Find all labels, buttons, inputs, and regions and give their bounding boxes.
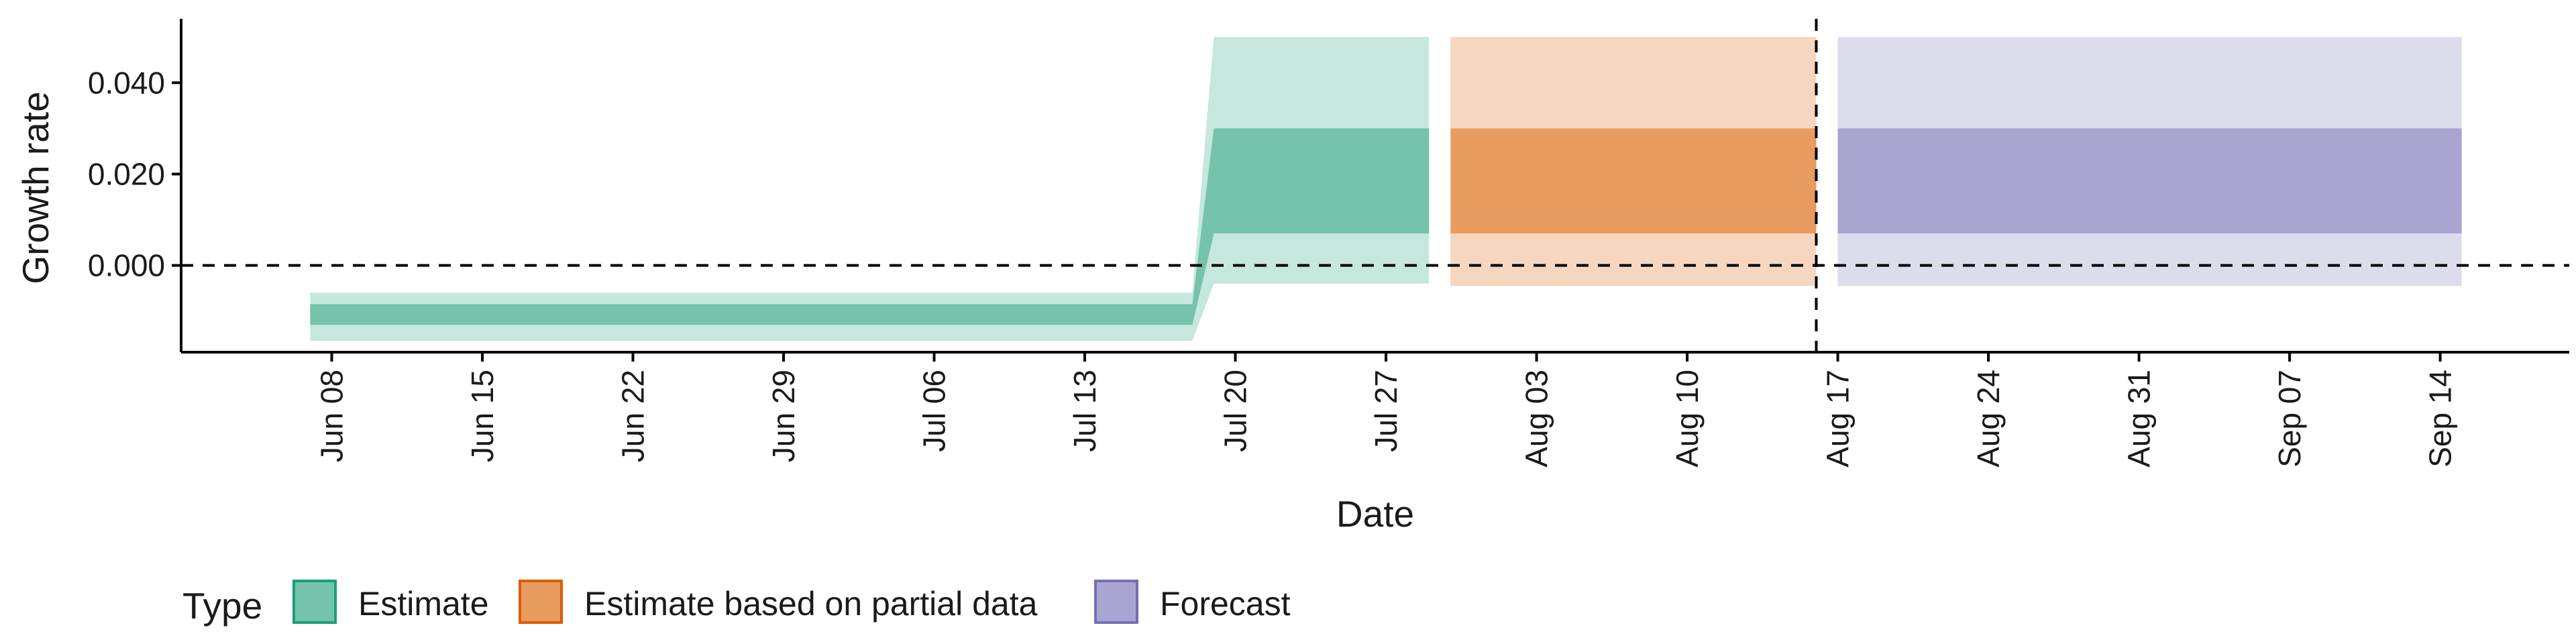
x-tick-label: Aug 10 <box>1670 370 1705 468</box>
x-tick-label: Sep 14 <box>2423 370 2458 468</box>
x-tick-label: Jul 06 <box>917 370 952 452</box>
x-tick-label: Jul 27 <box>1368 370 1403 452</box>
legend: Type Estimate Estimate based on partial d… <box>182 580 1291 627</box>
x-tick-label: Jun 15 <box>465 370 500 462</box>
inner-band-series-3 <box>1837 128 2462 233</box>
axes: 0.000 0.020 0.040 Jun 08 Jun 15 Jun 22 Jun 29 J… <box>88 19 2569 468</box>
legend-swatch <box>1094 580 1138 624</box>
legend-title: Type <box>182 585 262 627</box>
legend-swatch <box>519 580 563 624</box>
x-tick-label: Jun 29 <box>766 370 801 462</box>
x-tick-label: Jun 08 <box>315 370 350 462</box>
legend-label: Estimate based on partial data <box>584 585 1038 623</box>
y-tick-label: 0.020 <box>88 156 165 191</box>
inner-band-series-2 <box>1450 128 1817 233</box>
x-tick-label: Jul 13 <box>1067 370 1102 452</box>
legend-label: Forecast <box>1160 585 1291 623</box>
y-tick-label: 0.000 <box>88 248 165 283</box>
band-layer <box>310 37 2462 341</box>
x-tick-label: Aug 03 <box>1519 370 1554 468</box>
legend-label: Estimate <box>358 585 489 623</box>
inner-band-series-1 <box>310 128 1430 325</box>
x-tick-label: Aug 17 <box>1821 370 1856 468</box>
x-tick-label: Jun 22 <box>616 370 651 462</box>
y-tick-label: 0.040 <box>88 65 165 100</box>
x-tick-label: Sep 07 <box>2272 370 2307 468</box>
x-tick-label: Aug 24 <box>1971 370 2006 468</box>
x-tick-label: Jul 20 <box>1218 370 1253 452</box>
y-axis-title: Growth rate <box>15 91 56 284</box>
legend-swatch <box>292 580 337 624</box>
reference-lines <box>181 19 2569 352</box>
x-axis-title: Date <box>1336 493 1414 535</box>
x-tick-label: Aug 31 <box>2122 370 2157 468</box>
